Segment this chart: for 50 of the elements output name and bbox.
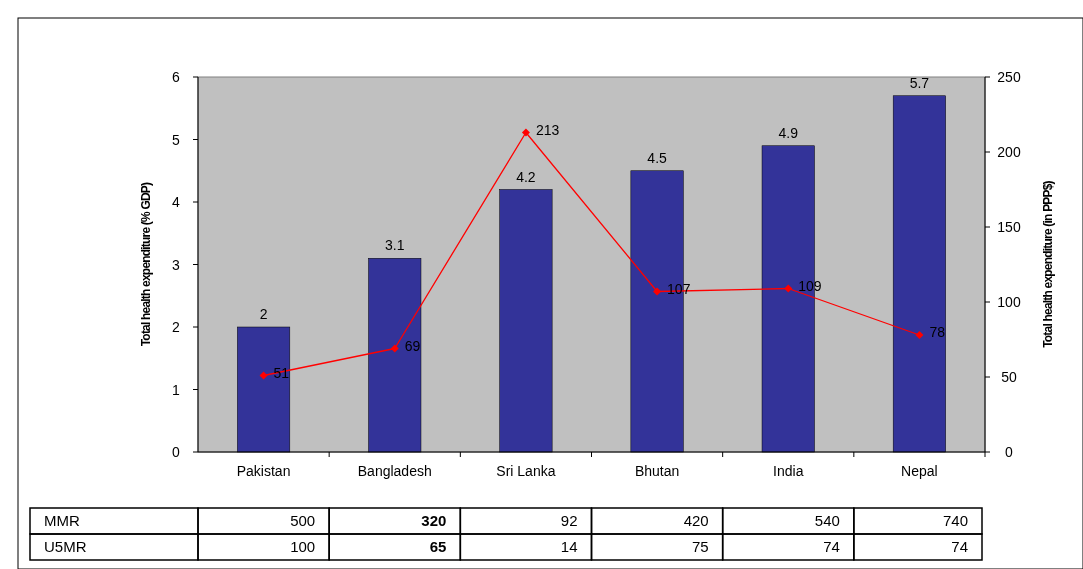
y-tick-label: 2 [172, 319, 181, 335]
data-label: 69 [404, 337, 421, 354]
point [521, 128, 530, 137]
y-tick-label: 1 [172, 381, 181, 398]
data-label: 78 [929, 324, 946, 340]
data-label: 213 [535, 121, 560, 138]
x-tick-label: Nepal [901, 463, 938, 479]
text: 740 [942, 512, 968, 529]
y2-tick-label: 100 [997, 294, 1021, 310]
y-tick-label: 3 [172, 256, 181, 273]
text: 100 [290, 538, 316, 555]
text: 14 [560, 538, 578, 555]
point [390, 344, 399, 353]
data-label: 4.2 [516, 168, 536, 185]
text: MMR [44, 512, 80, 529]
data-label: 4.5 [647, 149, 668, 166]
text: 500 [290, 512, 316, 529]
x-tick-label: Sri Lanka [496, 463, 556, 479]
text: 65 [429, 538, 447, 555]
y2-tick-label: 250 [997, 69, 1021, 85]
text: 75 [691, 538, 709, 555]
text: 420 [683, 512, 709, 529]
text: 320 [421, 512, 447, 529]
y2-tick-label: 200 [997, 144, 1021, 160]
point [653, 287, 662, 296]
text: U5MR [44, 538, 87, 555]
text: 74 [951, 538, 968, 555]
x-tick-label: Pakistan [236, 463, 291, 479]
text: 92 [560, 512, 578, 529]
data-label: 5.7 [909, 74, 930, 91]
text: 74 [823, 538, 840, 555]
y-tick-label: 4 [172, 194, 181, 210]
y2-axis-title: Total health expenditure (in PPP$) [1041, 180, 1055, 348]
data-label: 4.9 [778, 124, 799, 141]
y-tick-label: 6 [172, 69, 181, 85]
y-tick-label: 0 [172, 444, 181, 460]
data-label: 2 [259, 306, 268, 322]
text: 540 [814, 512, 840, 529]
data-label: 3.1 [385, 237, 405, 254]
y-tick-label: 5 [172, 131, 181, 148]
y2-tick-label: 0 [1005, 444, 1014, 460]
y2-tick-label: 50 [1001, 369, 1017, 385]
point [784, 284, 793, 293]
x-tick-label: Bhutan [634, 463, 680, 479]
y-axis-title: Total health expenditure (% GDP) [139, 181, 153, 347]
y2-tick-label: 150 [997, 219, 1021, 235]
x-tick-label: India [773, 463, 804, 479]
x-tick-label: Bangladesh [357, 463, 432, 479]
point [915, 331, 924, 339]
point [259, 371, 268, 380]
